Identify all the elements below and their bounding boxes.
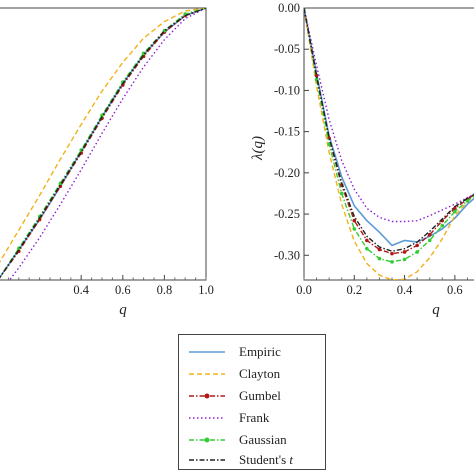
legend-entry-gumbel: Gumbel: [179, 385, 325, 407]
right-series-point-gaussian: [402, 257, 407, 262]
left-series-line-frank: [8, 8, 206, 280]
left-series-line-clayton: [0, 8, 206, 263]
right-series-point-gaussian: [427, 238, 432, 243]
right-series-point-gaussian: [465, 199, 470, 203]
right-series-point-gumbel: [402, 250, 407, 254]
left-series-point-gaussian: [141, 51, 146, 56]
legend-entry-empiric: Empiric: [179, 341, 325, 363]
right-series-group: [304, 8, 474, 280]
right-y-tick-label: -0.25: [274, 207, 300, 221]
legend: Empiric Clayton Gumbel Frank Gaussian St…: [178, 334, 326, 470]
legend-label-students-t-prefix: Student's: [239, 452, 290, 467]
right-series-line-gaussian: [304, 8, 474, 263]
left-series-line-student-s-t: [0, 8, 206, 279]
right-ticks: 0.0 0.2 0.4 0.6 0.00 -0.05 -0.10 -0.15 -0.20 -0.2…: [274, 1, 468, 297]
legend-label-students-t: Student's t: [239, 452, 293, 468]
right-x-axis-label: q: [432, 302, 440, 318]
right-y-tick-label: -0.20: [274, 166, 300, 180]
right-series-point-gumbel: [390, 251, 394, 256]
legend-marker-gaussian: [204, 437, 210, 443]
left-series-line-empiric: [0, 8, 206, 279]
right-series-line-clayton: [304, 8, 474, 280]
left-x-tick-label: 0.6: [115, 283, 131, 297]
right-series-point-gumbel: [377, 247, 382, 252]
right-series-point-gumbel: [352, 218, 357, 223]
left-series-line-gaussian: [0, 8, 206, 279]
legend-swatch-empiric: [189, 351, 225, 353]
legend-entry-clayton: Clayton: [179, 363, 325, 385]
legend-label-gumbel: Gumbel: [239, 388, 281, 403]
right-series-point-gumbel: [453, 206, 457, 211]
left-panel: 0.4 0.6 0.8 1.0 q: [0, 7, 214, 318]
right-series-clip: [304, 8, 474, 280]
right-y-tick-label: -0.15: [274, 125, 300, 139]
legend-swatch-clayton: [189, 373, 225, 375]
legend-label-frank: Frank: [239, 410, 270, 425]
legend-swatch-gaussian: [189, 437, 225, 443]
left-series-clip: [0, 8, 206, 280]
right-y-tick-label: -0.10: [274, 83, 300, 97]
left-x-tick-label: 0.4: [73, 283, 89, 297]
legend-entry-gaussian: Gaussian: [179, 429, 325, 451]
right-panel: 0.0 0.2 0.4 0.6 0.00 -0.05 -0.10 -0.15 -0.20 -0.2…: [250, 1, 474, 318]
legend-label-empiric: Empiric: [239, 344, 281, 359]
left-x-tick-label: 0.8: [157, 283, 173, 297]
right-x-tick-label: 0.2: [346, 283, 362, 297]
right-series-point-gumbel: [415, 243, 419, 248]
left-plot-frame: [0, 7, 207, 281]
left-ticks: 0.4 0.6 0.8 1.0: [7, 275, 214, 297]
right-y-axis-label: λ(q): [250, 136, 266, 161]
right-series-point-gumbel: [365, 238, 369, 243]
legend-label-clayton: Clayton: [239, 366, 281, 381]
right-y-tick-label: -0.05: [274, 42, 300, 56]
right-series-point-gaussian: [415, 250, 419, 254]
left-x-axis-label: q: [119, 302, 127, 318]
legend-label-students-t-italic: t: [289, 452, 293, 467]
right-series-point-gaussian: [365, 246, 369, 251]
right-series-line-frank: [304, 8, 474, 223]
right-series-line-gumbel: [304, 8, 474, 255]
right-series-point-gaussian: [453, 209, 457, 214]
right-x-tick-label: 0.6: [447, 283, 463, 297]
right-series-point-gaussian: [390, 260, 394, 264]
right-series-point-gaussian: [352, 227, 357, 231]
right-series-point-gaussian: [377, 256, 382, 261]
legend-marker-gumbel: [204, 393, 210, 399]
legend-label-gaussian: Gaussian: [239, 432, 287, 447]
right-y-tick-label: 0.00: [278, 1, 300, 15]
legend-swatch-students-t: [189, 459, 225, 461]
legend-swatch-frank: [189, 417, 225, 419]
right-series-point-gaussian: [339, 191, 344, 196]
right-x-tick-label: 0.0: [296, 283, 312, 297]
left-series-line-gumbel: [0, 8, 206, 279]
right-series-line-empiric: [304, 8, 474, 247]
legend-swatch-gumbel: [189, 393, 225, 399]
legend-entry-students-t: Student's t: [179, 449, 325, 471]
left-x-tick-label: 1.0: [198, 283, 214, 297]
right-series-point-gumbel: [427, 232, 432, 237]
right-y-tick-label: -0.30: [274, 248, 300, 262]
right-series-point-gaussian: [440, 223, 445, 228]
left-series-group: [0, 8, 206, 280]
right-x-tick-label: 0.4: [397, 283, 413, 297]
right-series-line-student-s-t: [304, 8, 474, 252]
legend-entry-frank: Frank: [179, 407, 325, 429]
